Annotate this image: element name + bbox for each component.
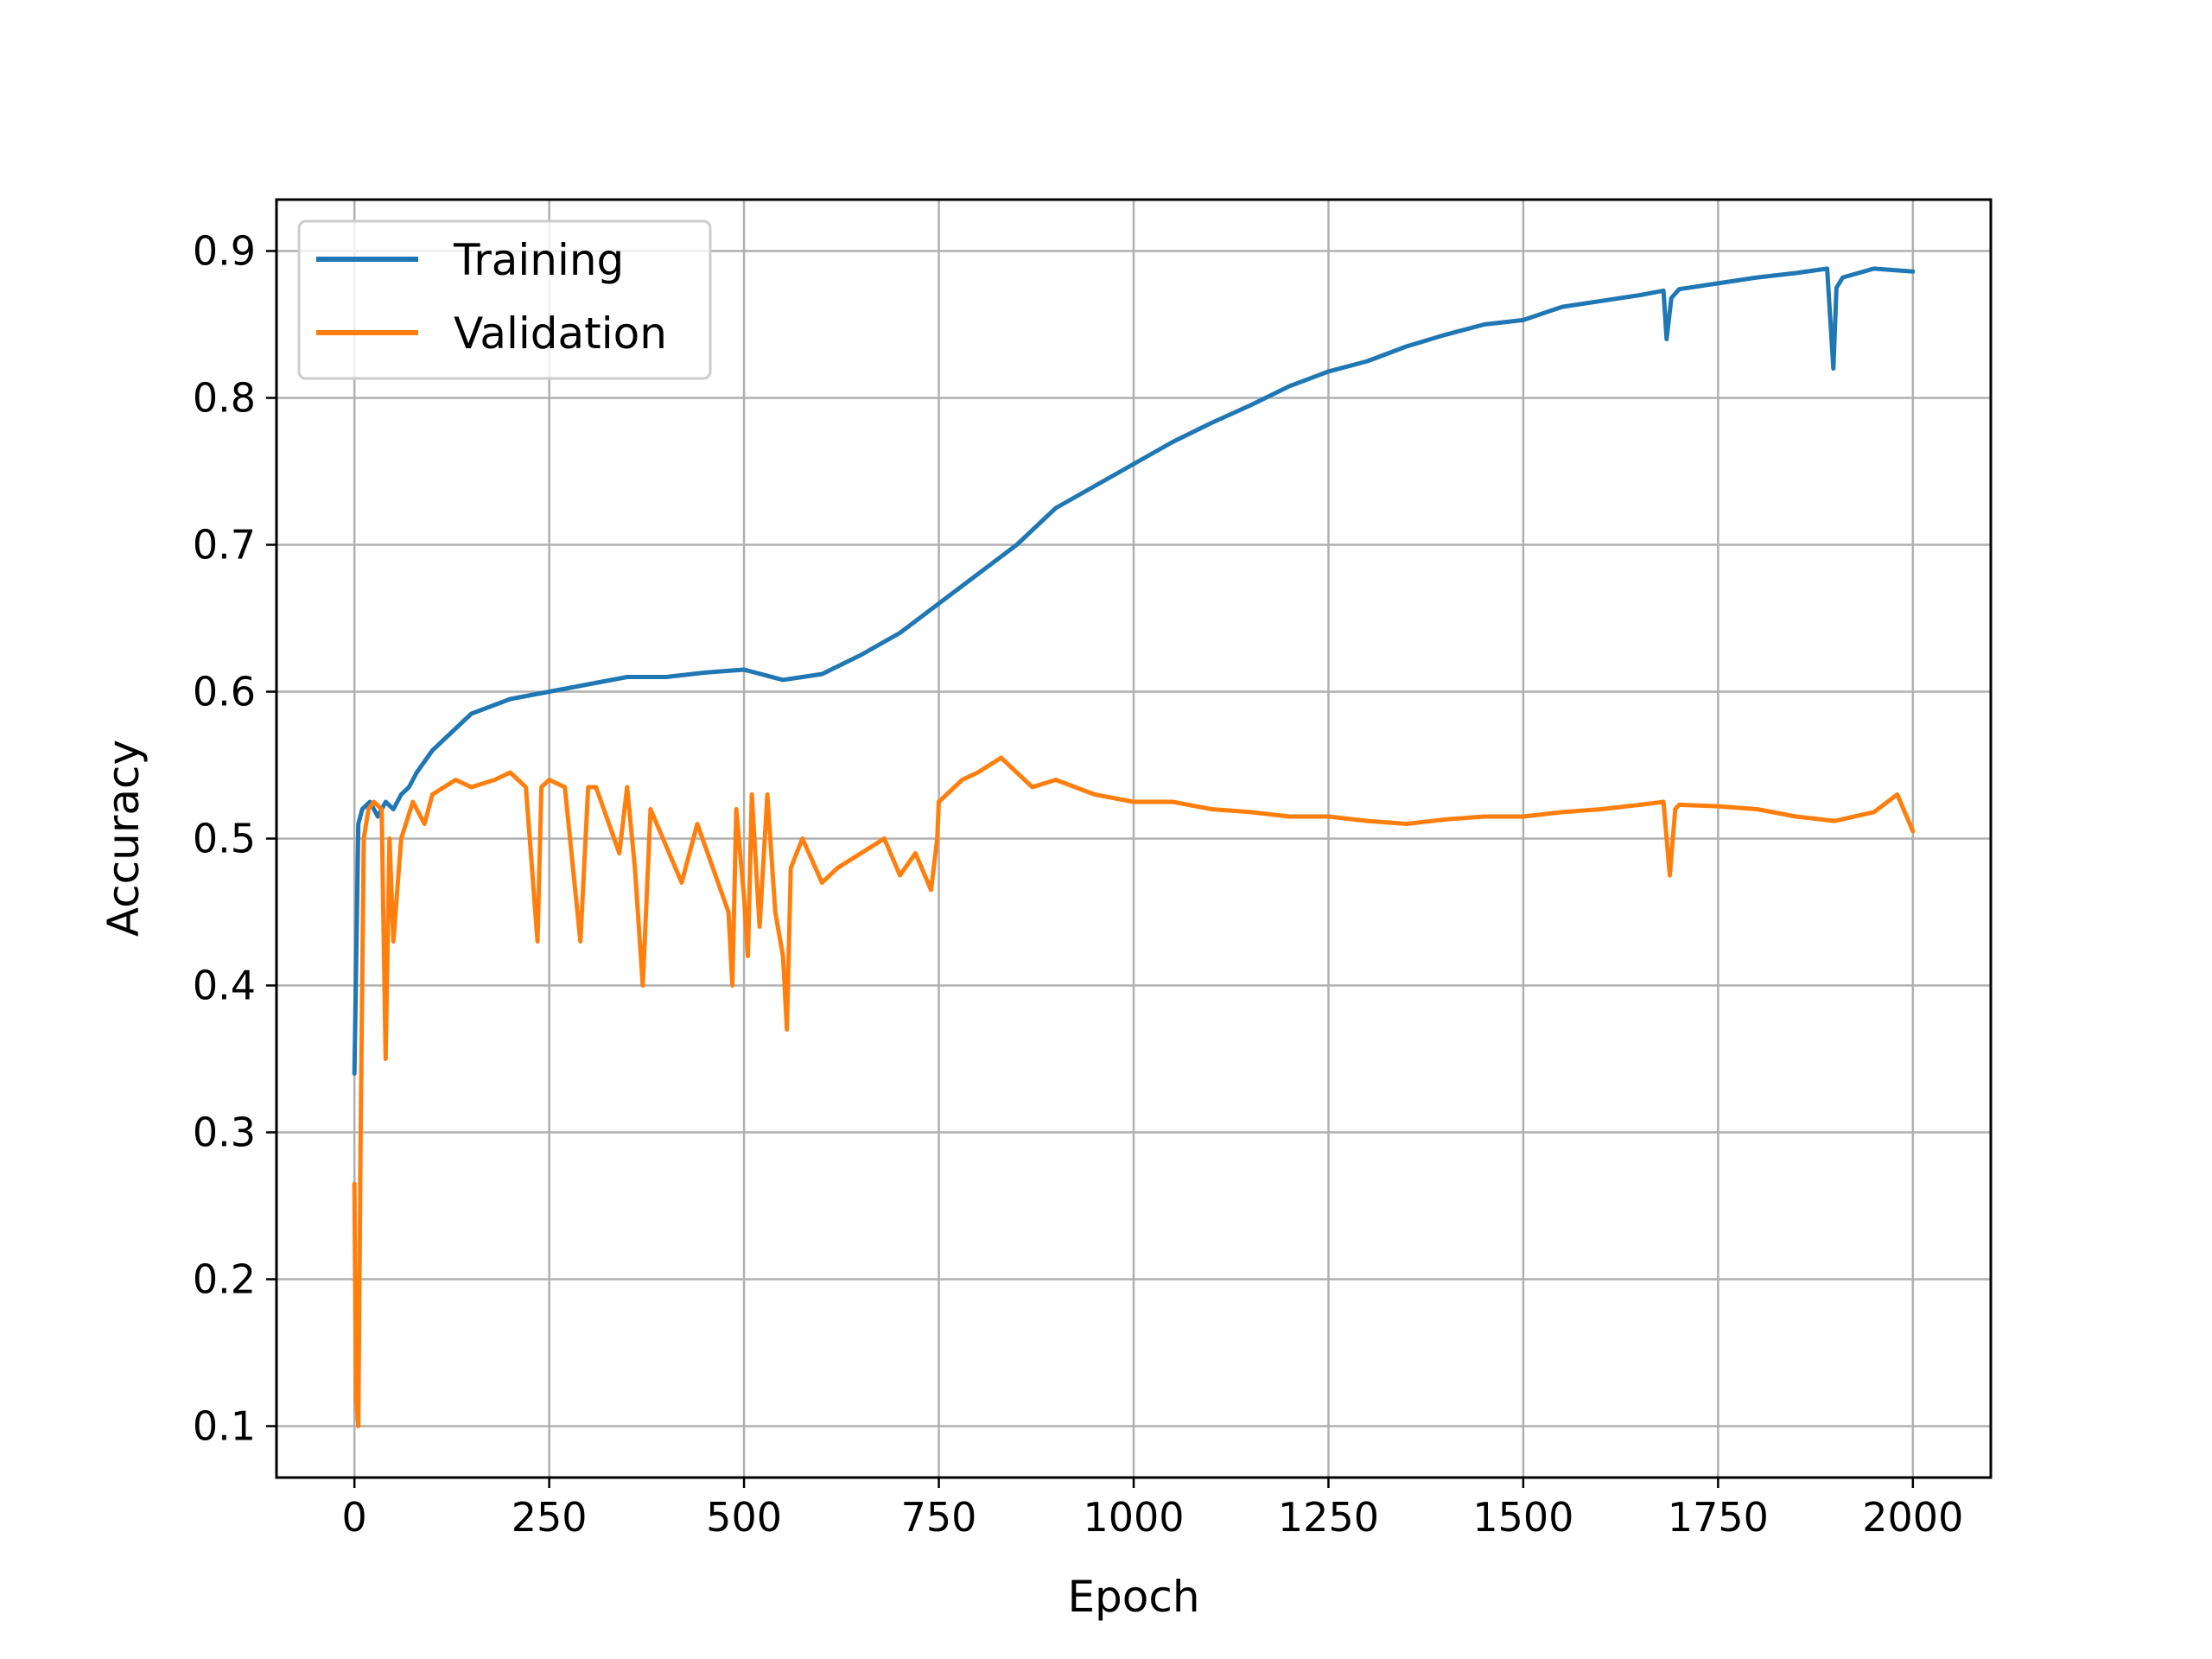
series-line-training [352,266,1916,1076]
x-tick-label: 750 [901,1494,977,1541]
y-tick-label: 0.4 [193,963,256,1009]
legend-label-validation: Validation [454,308,667,359]
y-axis-title: Accuracy [99,740,149,937]
legend: Training Validation [297,219,712,380]
grid [276,200,1991,1478]
y-tick-label: 0.6 [193,669,256,715]
legend-label-training: Training [453,235,624,285]
y-tick-label: 0.1 [193,1403,256,1450]
x-tick-label: 1500 [1472,1494,1573,1541]
x-tick-label: 500 [706,1494,782,1541]
y-tick-label: 0.3 [193,1109,256,1156]
series-line-validation [352,755,1916,1428]
y-tick-label: 0.5 [193,816,256,862]
x-tick-label: 0 [342,1494,367,1541]
x-axis-title: Epoch [1067,1572,1199,1622]
y-tick-label: 0.7 [193,522,256,569]
x-tick-label: 1750 [1668,1494,1769,1541]
y-tick-label: 0.2 [193,1256,256,1303]
y-tick-label: 0.8 [193,375,256,422]
x-tick-label: 250 [512,1494,588,1541]
x-tick-label: 1250 [1278,1494,1379,1541]
x-tick-label: 2000 [1862,1494,1963,1541]
x-tick-label: 1000 [1083,1494,1184,1541]
y-tick-label: 0.9 [193,228,256,275]
series-group [352,266,1916,1428]
axis-ticks: 0 250 500 750 1000 1250 1500 1750 2000 0.1 0.2 0.3 0… [193,228,1964,1541]
